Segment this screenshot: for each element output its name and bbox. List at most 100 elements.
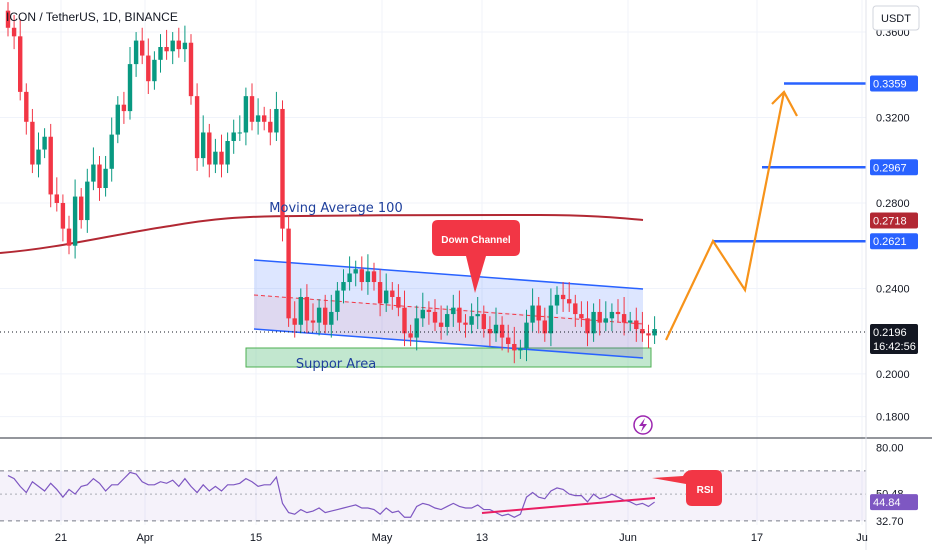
candle-body: [609, 311, 615, 319]
candle-body: [560, 294, 566, 300]
candle-body: [573, 303, 578, 315]
candle-body: [268, 121, 273, 133]
candle-body: [72, 196, 78, 246]
time-tick-label: 13: [476, 532, 488, 544]
candle-body: [225, 141, 230, 165]
support-rect: [245, 347, 652, 368]
candle-body: [85, 181, 90, 221]
candle-body: [487, 329, 493, 334]
candlestick-series: [5, 2, 657, 364]
target-3-tag-text: 0.3359: [873, 79, 907, 91]
candle-body: [512, 343, 517, 351]
time-tick-label: Apr: [136, 532, 153, 544]
candle-body: [341, 282, 346, 291]
candle-body: [310, 320, 316, 323]
candle-body: [316, 307, 322, 323]
rsi-indicator: [0, 437, 932, 522]
time-tick-label: 15: [250, 532, 262, 544]
candle-body: [103, 168, 108, 189]
candle-body: [213, 151, 218, 165]
candle-body: [79, 196, 84, 221]
candle-body: [634, 320, 639, 330]
candle-body: [194, 96, 200, 159]
time-tick-label: Jun: [619, 532, 637, 544]
candle-body: [5, 10, 11, 28]
candle-body: [146, 55, 151, 82]
rsi-band: [0, 470, 866, 521]
candle-body: [371, 271, 377, 283]
candle-body: [499, 324, 505, 338]
candle-body: [66, 228, 72, 246]
candle-body: [207, 132, 212, 165]
rsi-value-tag-text: 44.84: [873, 497, 901, 509]
candle-body: [121, 104, 127, 112]
rsi-value-tag: 44.84: [870, 494, 918, 511]
candle-body: [158, 47, 163, 60]
candle-body: [97, 164, 102, 189]
price-tick-label: 0.3200: [876, 113, 910, 125]
projection-path: [665, 91, 786, 341]
candle-body: [30, 121, 35, 165]
price-tick-label: 0.2000: [876, 369, 910, 381]
down-channel-label: Down Channel: [441, 235, 511, 246]
candle-body: [554, 294, 560, 306]
candle-body: [506, 337, 511, 344]
candle-body: [365, 271, 371, 283]
candle-body: [481, 314, 486, 330]
svg-text:USDT: USDT: [881, 13, 911, 25]
candle-body: [646, 333, 651, 336]
candle-body: [585, 318, 590, 334]
candle-body: [621, 314, 627, 323]
target-2-tag: 0.2967: [870, 159, 918, 176]
candle-body: [201, 132, 206, 159]
candle-body: [457, 307, 462, 323]
candle-body: [542, 320, 547, 334]
currency-button[interactable]: USDT: [872, 5, 920, 31]
target-3-tag: 0.3359: [870, 75, 918, 92]
target-1-tag-text: 0.2621: [873, 236, 907, 248]
candle-body: [347, 273, 352, 283]
candle-body: [408, 333, 413, 338]
price-tick-label: 0.2400: [876, 283, 910, 295]
time-tick-label: May: [372, 532, 393, 544]
channel-fill: [254, 260, 643, 358]
candle-body: [402, 307, 407, 334]
candle-body: [579, 314, 584, 319]
candle-body: [463, 322, 468, 325]
candle-body: [603, 318, 608, 323]
candle-body: [188, 42, 194, 97]
candle-body: [530, 305, 535, 323]
time-tick-label: Ju: [856, 532, 868, 544]
candle-body: [298, 296, 303, 325]
candle-body: [24, 91, 29, 122]
current-price-tag-text: 0.2196: [873, 327, 907, 339]
chart-grid: [0, 0, 866, 525]
candle-body: [91, 164, 96, 182]
candle-body: [652, 329, 657, 336]
rsi-callout-label: RSI: [697, 485, 714, 496]
current-price-tag-bg: [870, 324, 918, 355]
lightning-icon[interactable]: [633, 415, 653, 435]
candle-body: [255, 115, 261, 122]
candle-body: [445, 314, 450, 327]
candle-body: [615, 311, 621, 315]
candle-body: [518, 348, 523, 351]
current-price-tag: 0.2196 16:42:56: [870, 324, 918, 355]
candle-body: [426, 309, 432, 312]
candle-body: [219, 151, 224, 165]
candle-body: [548, 305, 554, 334]
price-tags: 0.3359 0.2967 0.2621 0.2718 0.2196 16:42:56 44…: [870, 75, 918, 511]
ma-value-tag-bg: [870, 212, 918, 229]
rsi-tick-label: 32.70: [876, 516, 904, 528]
candle-body: [536, 305, 541, 321]
price-tick-label: 0.1800: [876, 412, 910, 424]
candle-body: [353, 269, 358, 274]
candle-body: [54, 194, 59, 203]
target-1-tag-bg: [870, 233, 918, 250]
candle-body: [567, 299, 572, 304]
candle-body: [140, 40, 145, 56]
ma-value-tag-text: 0.2718: [873, 215, 907, 227]
candle-body: [597, 311, 602, 323]
down-channel: [253, 259, 644, 359]
